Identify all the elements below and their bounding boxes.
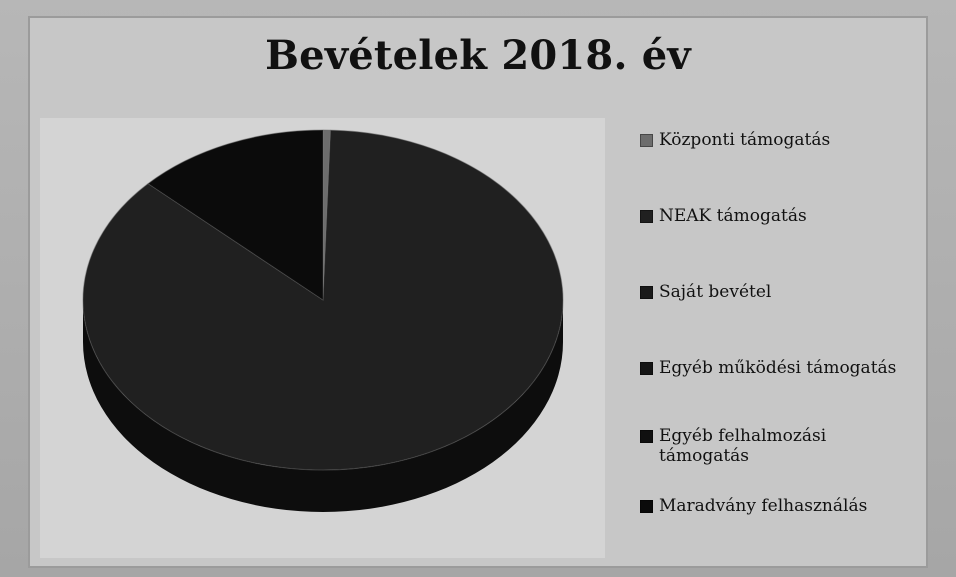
legend-label: NEAK támogatás (659, 206, 807, 226)
legend-item-sajat-bevetel: Saját bevétel (640, 282, 771, 302)
legend-label: Maradvány felhasználás (659, 496, 868, 516)
legend-label: Központi támogatás (659, 130, 831, 150)
legend-item-neak-tamogatas: NEAK támogatás (640, 206, 807, 226)
legend-swatch (640, 430, 653, 443)
legend-item-egyeb-mukodesi-tamogatas: Egyéb működési támogatás (640, 358, 896, 378)
pie-chart (82, 129, 564, 512)
legend-swatch (640, 362, 653, 375)
chart-title: Bevételek 2018. év (265, 32, 691, 79)
legend-swatch (640, 500, 653, 513)
legend-swatch (640, 286, 653, 299)
chart-legend: Központi támogatás NEAK támogatás Saját … (640, 130, 950, 530)
plot-area (40, 118, 605, 558)
pie-slice (82, 129, 564, 471)
legend-label: Egyéb felhalmozási támogatás (659, 426, 827, 466)
legend-swatch (640, 134, 653, 147)
pie-slice (147, 129, 324, 301)
pie-rim (82, 129, 564, 471)
legend-item-egyeb-felhalmozasi-tamogatas: Egyéb felhalmozási támogatás (640, 426, 826, 466)
legend-item-kozponti-tamogatas: Központi támogatás (640, 130, 830, 150)
legend-label: Saját bevétel (659, 282, 772, 302)
legend-label: Egyéb működési támogatás (659, 358, 897, 378)
pie-slice (322, 129, 332, 301)
legend-swatch (640, 210, 653, 223)
legend-item-maradvany-felhasznalas: Maradvány felhasználás (640, 496, 867, 516)
pie-side (83, 300, 563, 512)
